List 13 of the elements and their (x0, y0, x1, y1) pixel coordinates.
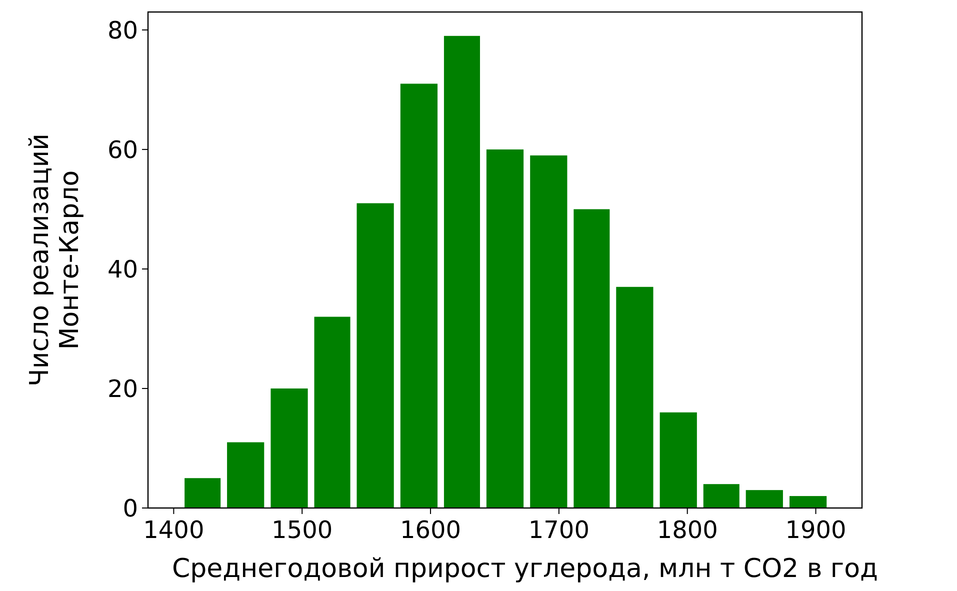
x-axis-title: Среднегодовой прирост углерода, млн т CO2 в год (172, 554, 878, 584)
y-tick-label: 60 (107, 136, 138, 164)
x-tick-label: 1800 (656, 516, 718, 544)
x-tick-label: 1500 (272, 516, 333, 544)
y-axis-title: Число реализаций Монте-Карло (25, 133, 85, 387)
y-tick-label: 80 (107, 16, 138, 44)
y-tick-label: 40 (107, 255, 138, 284)
x-tick-label: 1700 (528, 516, 590, 544)
x-tick-label: 1600 (400, 516, 462, 544)
y-tick-label: 0 (122, 494, 138, 522)
x-tick-label: 1900 (785, 516, 846, 544)
x-tick-label: 1400 (143, 516, 204, 544)
y-tick-label: 20 (107, 374, 138, 403)
